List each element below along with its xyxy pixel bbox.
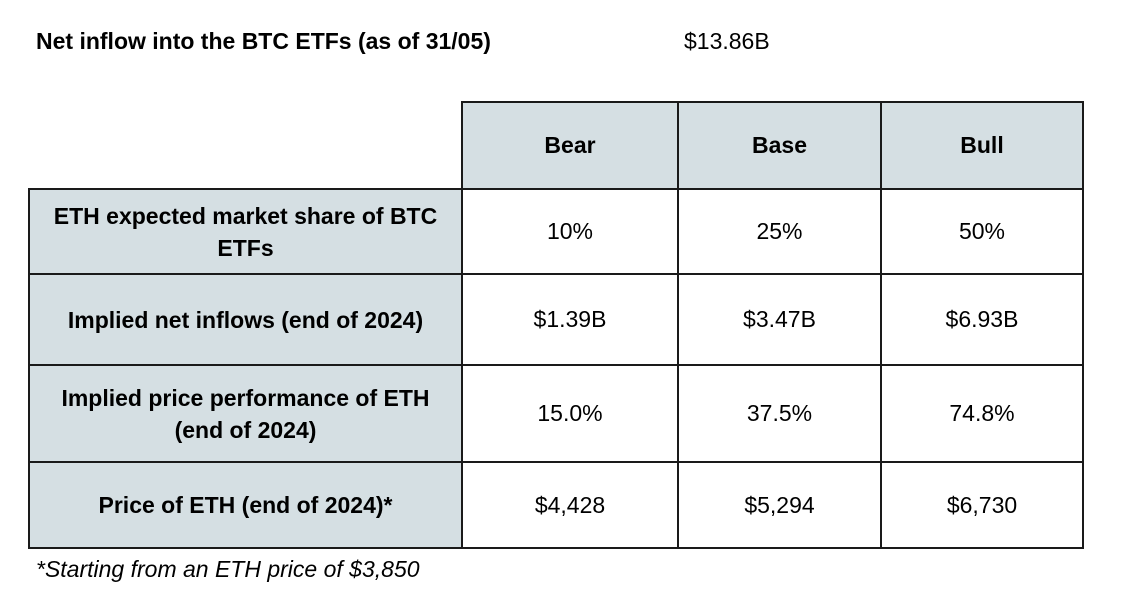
scenario-table: Bear Base Bull ETH expected market share…: [28, 101, 1084, 549]
headline-value: $13.86B: [684, 28, 770, 54]
cell-price-performance-base: 37.5%: [677, 364, 882, 463]
row-label-market-share: ETH expected market share of BTC ETFs: [28, 188, 463, 275]
cell-price-performance-bull: 74.8%: [880, 364, 1084, 463]
row-label-eth-price: Price of ETH (end of 2024)*: [28, 461, 463, 549]
cell-price-performance-bear: 15.0%: [461, 364, 679, 463]
cell-market-share-base: 25%: [677, 188, 882, 275]
column-header-bear: Bear: [461, 101, 679, 190]
table-row: Implied net inflows (end of 2024) $1.39B…: [28, 273, 1084, 366]
table-header-row: Bear Base Bull: [29, 101, 1084, 190]
cell-net-inflows-bull: $6.93B: [880, 273, 1084, 366]
column-header-bull: Bull: [880, 101, 1084, 190]
table-row: ETH expected market share of BTC ETFs 10…: [28, 188, 1084, 275]
headline-label: Net inflow into the BTC ETFs (as of 31/0…: [36, 28, 491, 54]
row-label-price-performance: Implied price performance of ETH (end of…: [28, 364, 463, 463]
cell-net-inflows-bear: $1.39B: [461, 273, 679, 366]
cell-eth-price-base: $5,294: [677, 461, 882, 549]
cell-market-share-bear: 10%: [461, 188, 679, 275]
cell-market-share-bull: 50%: [880, 188, 1084, 275]
footnote: *Starting from an ETH price of $3,850: [36, 556, 420, 582]
cell-eth-price-bull: $6,730: [880, 461, 1084, 549]
row-label-net-inflows: Implied net inflows (end of 2024): [28, 273, 463, 366]
table-row: Implied price performance of ETH (end of…: [28, 364, 1084, 463]
cell-net-inflows-base: $3.47B: [677, 273, 882, 366]
cell-eth-price-bear: $4,428: [461, 461, 679, 549]
table-corner-cell: [29, 102, 463, 190]
table-row: Price of ETH (end of 2024)* $4,428 $5,29…: [28, 461, 1084, 549]
column-header-base: Base: [677, 101, 882, 190]
